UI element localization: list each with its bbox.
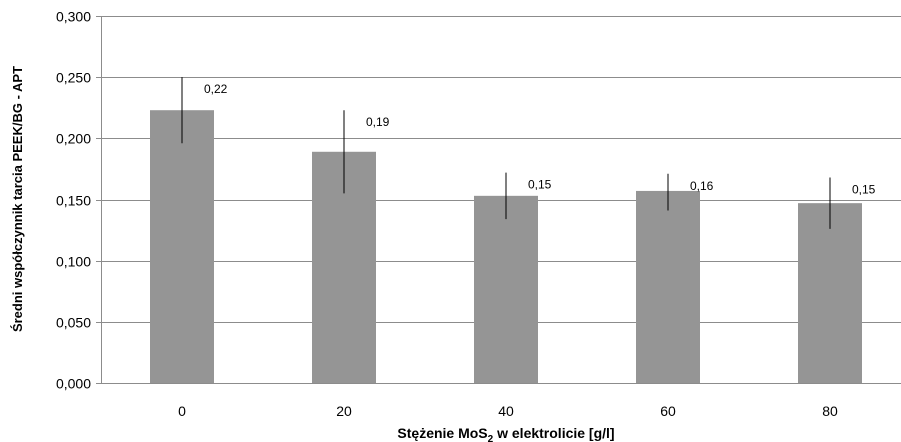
y-tick-label: 0,150 xyxy=(56,193,91,209)
x-category-label: 0 xyxy=(178,403,186,419)
bar-60 xyxy=(636,190,700,383)
y-axis-title: Średni współczynnik tarcia PEEK/BG - APT xyxy=(10,66,25,332)
y-tick-label: 0,200 xyxy=(56,131,91,147)
y-axis-ticks: 0,000 0,050 0,100 0,150 0,200 0,250 0,300 xyxy=(56,9,101,392)
y-tick-label: 0,100 xyxy=(56,254,91,270)
x-axis-title-suffix: w elektrolicie [g/l] xyxy=(493,425,614,441)
bar-80 xyxy=(798,203,862,383)
y-tick-label: 0,300 xyxy=(56,9,91,25)
x-axis-title: Stężenie MoS2 w elektrolicie [g/l] xyxy=(397,425,614,442)
x-axis-title-prefix: Stężenie MoS xyxy=(397,425,487,441)
data-label-40: 0,15 xyxy=(528,178,552,192)
y-tick-label: 0,000 xyxy=(56,376,91,392)
x-axis-categories: 0 20 40 60 80 xyxy=(178,403,838,419)
y-tick-label: 0,050 xyxy=(56,315,91,331)
y-tick-label: 0,250 xyxy=(56,70,91,86)
x-category-label: 40 xyxy=(498,403,514,419)
data-label-80: 0,15 xyxy=(852,182,876,196)
data-label-60: 0,16 xyxy=(690,179,714,193)
x-category-label: 60 xyxy=(660,403,676,419)
bar-40 xyxy=(474,195,538,383)
x-axis-title-subscript: 2 xyxy=(488,434,494,442)
data-label-20: 0,19 xyxy=(366,115,390,129)
x-category-label: 20 xyxy=(336,403,352,419)
data-label-0: 0,22 xyxy=(204,82,228,96)
bar-0 xyxy=(150,110,214,384)
bars xyxy=(150,110,862,384)
error-bars xyxy=(181,77,831,229)
data-labels: 0,22 0,19 0,15 0,16 0,15 xyxy=(204,82,876,196)
x-category-label: 80 xyxy=(822,403,838,419)
